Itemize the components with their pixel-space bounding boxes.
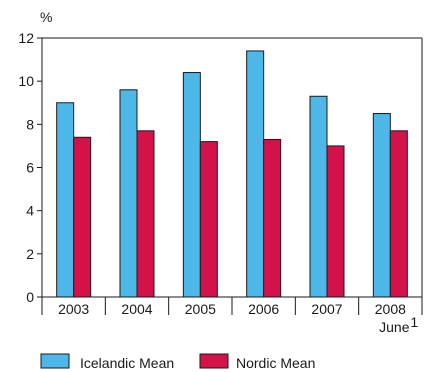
y-tick-labels: 0 2 4 6 8 10 12 (18, 30, 34, 305)
legend: Icelandic Mean Nordic Mean (40, 353, 315, 371)
bar-nordic-2008 (389, 130, 408, 298)
bar-icelandic-2003 (56, 102, 75, 298)
x-tick-label: 2007 (311, 301, 342, 317)
bar-icelandic-2007 (309, 95, 328, 298)
bar-icelandic-2006 (246, 50, 265, 298)
x-tick-sublabel: June (379, 319, 410, 335)
x-tick-label: 2008 (375, 301, 406, 317)
legend-swatch-nordic (199, 353, 229, 369)
bar-icelandic-2008 (372, 113, 391, 298)
y-tick-label: 8 (26, 116, 34, 132)
y-tick-label: 4 (26, 203, 34, 219)
bar-nordic-2004 (136, 130, 155, 298)
x-tick-label: 2005 (185, 301, 216, 317)
legend-label-nordic: Nordic Mean (236, 355, 315, 371)
axes (37, 37, 423, 315)
bar-icelandic-2005 (182, 72, 201, 298)
x-tick-footnote: 1 (410, 314, 418, 330)
bar-nordic-2003 (73, 136, 92, 298)
legend-label-icelandic: Icelandic Mean (80, 355, 174, 371)
x-tick-label: 2003 (58, 301, 89, 317)
y-axis-label: % (40, 9, 52, 25)
y-tick-label: 10 (18, 73, 34, 89)
bar-nordic-2006 (263, 138, 282, 298)
x-tick-label: 2004 (121, 301, 152, 317)
bar-nordic-2005 (199, 141, 218, 298)
bar-nordic-2007 (326, 145, 345, 298)
y-tick-label: 12 (18, 30, 34, 46)
y-tick-label: 6 (26, 160, 34, 176)
bar-icelandic-2004 (119, 89, 138, 298)
bars (56, 50, 408, 298)
y-tick-label: 2 (26, 246, 34, 262)
legend-swatch-icelandic (40, 353, 70, 369)
x-tick-label: 2006 (248, 301, 279, 317)
x-tick-labels: 2003 2004 2005 2006 2007 2008 June 1 (58, 301, 418, 335)
y-tick-label: 0 (26, 289, 34, 305)
